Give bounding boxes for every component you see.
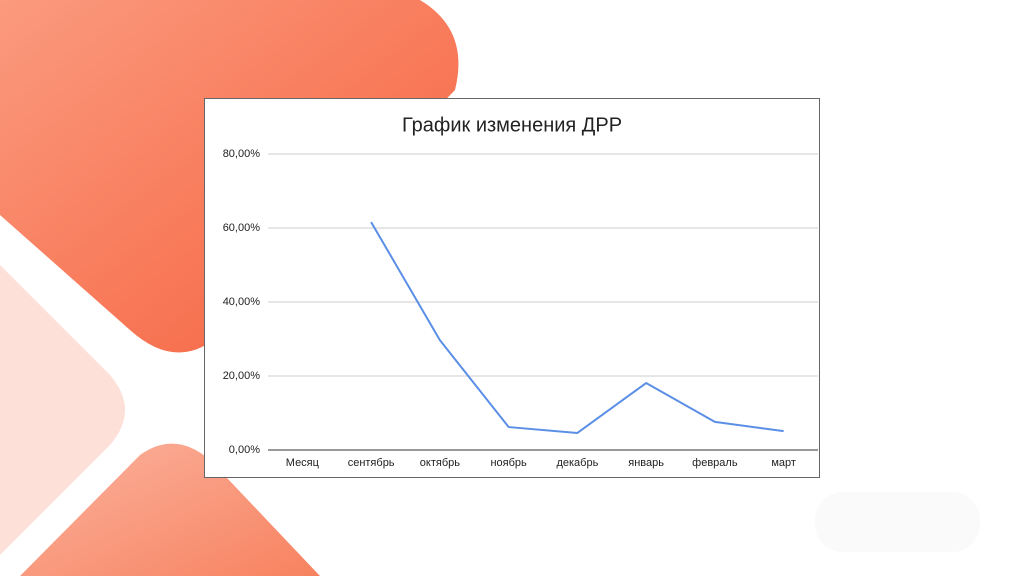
x-tick-label: Месяц — [286, 457, 320, 469]
y-tick-label: 40,00% — [223, 296, 261, 308]
plot: 0,00% 20,00% 40,00% 60,00% 80,00% Месяц сентяб… — [223, 148, 818, 469]
decor-shape — [20, 443, 320, 576]
x-tick-label: ноябрь — [490, 457, 527, 469]
y-tick-label: 20,00% — [223, 370, 261, 382]
x-tick-label: февраль — [692, 457, 738, 469]
y-tick-label: 60,00% — [223, 222, 261, 234]
chart-frame — [204, 98, 820, 478]
x-tick-label: сентябрь — [348, 457, 395, 469]
y-tick-label: 80,00% — [223, 148, 261, 160]
data-line — [370, 221, 784, 434]
y-tick-label: 0,00% — [229, 444, 260, 456]
decor-shape — [815, 492, 980, 552]
x-tick-label: март — [771, 457, 796, 469]
x-tick-label: декабрь — [556, 457, 598, 469]
x-tick-label: октябрь — [420, 457, 460, 469]
decor-shape — [0, 265, 125, 555]
x-tick-label: январь — [628, 457, 664, 469]
chart-title: График изменения ДРР — [402, 114, 622, 136]
